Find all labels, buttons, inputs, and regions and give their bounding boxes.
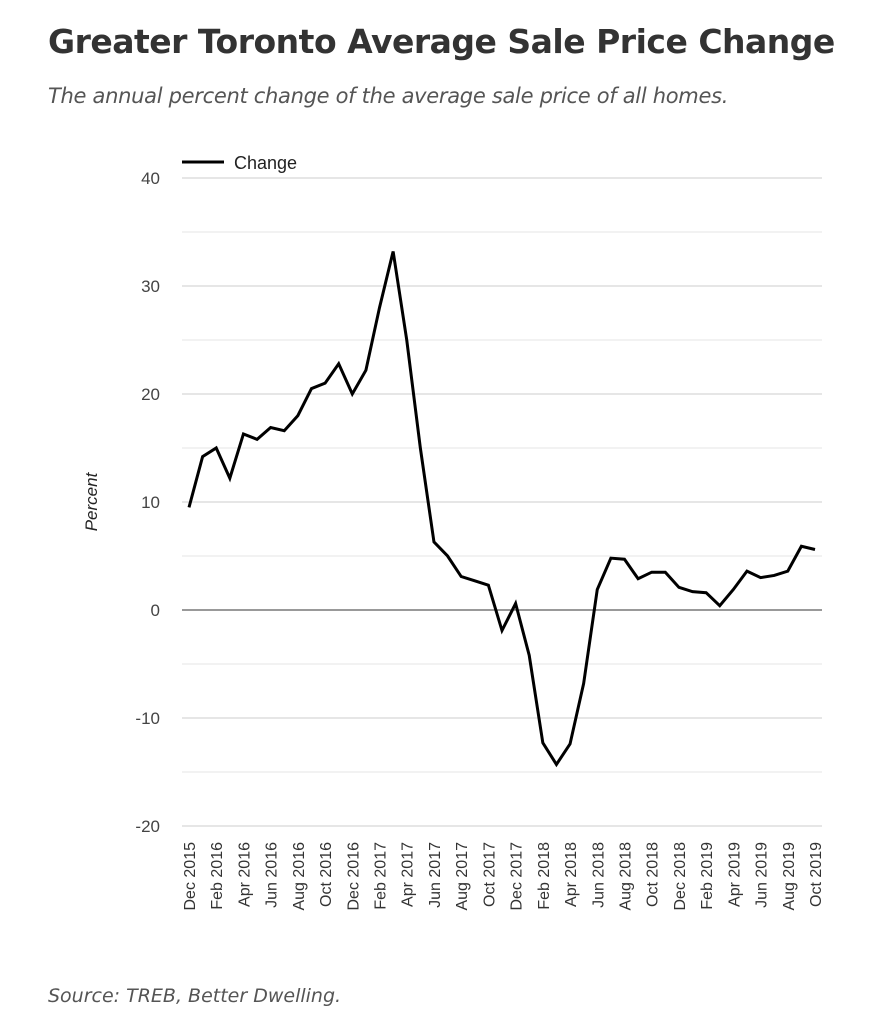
y-axis-label: Percent: [82, 471, 101, 531]
x-tick-label: Apr 2017: [400, 842, 417, 907]
x-tick-label: Apr 2018: [563, 842, 580, 907]
x-tick-label: Dec 2018: [672, 842, 689, 911]
y-tick-label: 40: [141, 169, 160, 188]
y-tick-label: -10: [135, 709, 160, 728]
y-tick-label: -20: [135, 817, 160, 836]
x-tick-label: Oct 2018: [645, 842, 662, 907]
legend-label: Change: [234, 153, 297, 173]
y-tick-label: 10: [141, 493, 160, 512]
x-tick-label: Dec 2015: [182, 842, 199, 911]
x-tick-label: Oct 2019: [808, 842, 825, 907]
x-tick-label: Feb 2017: [373, 842, 390, 910]
x-tick-label: Feb 2016: [209, 842, 226, 910]
x-tick-label: Oct 2016: [318, 842, 335, 907]
x-tick-label: Feb 2018: [536, 842, 553, 910]
y-tick-label: 0: [151, 601, 160, 620]
y-tick-label: 30: [141, 277, 160, 296]
y-tick-label: 20: [141, 385, 160, 404]
x-tick-label: Aug 2016: [291, 842, 308, 911]
chart-subtitle: The annual percent change of the average…: [48, 84, 729, 108]
series-line-change: [187, 251, 816, 768]
x-tick-label: Oct 2017: [481, 842, 498, 907]
chart-source: Source: TREB, Better Dwelling.: [48, 985, 342, 1007]
x-tick-label: Dec 2016: [345, 842, 362, 911]
x-tick-label: Jun 2016: [264, 842, 281, 908]
x-tick-label: Apr 2019: [726, 842, 743, 907]
x-tick-label: Jun 2018: [590, 842, 607, 908]
x-tick-label: Jun 2019: [754, 842, 771, 908]
chart-title: Greater Toronto Average Sale Price Chang…: [48, 22, 835, 61]
x-tick-label: Dec 2017: [509, 842, 526, 911]
x-tick-label: Feb 2019: [699, 842, 716, 910]
x-tick-label: Aug 2018: [617, 842, 634, 911]
x-tick-label: Aug 2019: [781, 842, 798, 911]
x-tick-label: Apr 2016: [236, 842, 253, 907]
x-tick-label: Jun 2017: [427, 842, 444, 908]
x-tick-label: Aug 2017: [454, 842, 471, 911]
